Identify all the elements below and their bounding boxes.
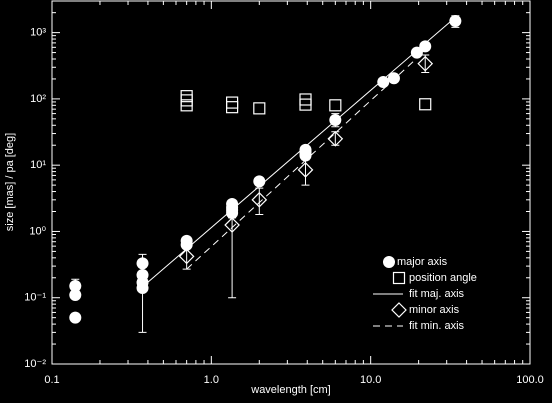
y-tick-label: 10⁻¹: [24, 292, 46, 304]
legend-label: major axis: [397, 256, 448, 268]
plot-frame: [51, 0, 531, 365]
point: [224, 217, 240, 233]
point: [377, 75, 390, 88]
point: [449, 14, 462, 27]
point: [178, 248, 195, 265]
error-bar: [301, 159, 310, 186]
error-bar: [421, 54, 430, 74]
x-tick-label: 1.0: [204, 374, 219, 386]
point: [417, 55, 434, 72]
legend-symbol: [392, 271, 406, 285]
x-tick-label: 0.1: [44, 374, 59, 386]
y-tick-label: 10¹: [30, 159, 46, 171]
legend-label: position angle: [409, 272, 477, 284]
point: [419, 40, 432, 53]
y-tick-label: 10³: [30, 27, 46, 39]
point: [387, 72, 400, 85]
point: [180, 238, 193, 251]
y-tick-label: 10⁰: [29, 225, 46, 237]
y-tick-label: 10²: [30, 93, 46, 105]
point: [69, 311, 82, 324]
y-tick-label: 10⁻²: [24, 358, 46, 370]
y-axis-label: size [mas] / pa [deg]: [4, 133, 16, 231]
point: [136, 282, 149, 295]
point: [136, 257, 149, 270]
legend-symbol: [383, 256, 395, 268]
legend-label: minor axis: [409, 304, 460, 316]
point: [299, 98, 312, 111]
fit-line: [186, 50, 426, 270]
x-axis-label: wavelength [cm]: [250, 384, 330, 396]
legend-label: fit min. axis: [409, 320, 465, 332]
point: [253, 102, 266, 115]
fit-line: [138, 20, 452, 291]
point: [329, 99, 342, 112]
x-tick-label: 10.0: [360, 374, 381, 386]
point: [180, 99, 193, 112]
legend-symbol: [391, 302, 407, 318]
point: [69, 280, 82, 293]
point: [327, 130, 344, 147]
point: [251, 191, 268, 208]
point: [225, 101, 239, 114]
point: [419, 98, 432, 111]
point: [253, 175, 266, 188]
x-tick-label: 100.0: [516, 374, 544, 386]
point: [225, 96, 239, 109]
legend-label: fit maj. axis: [409, 288, 465, 300]
point: [299, 149, 312, 162]
point: [226, 206, 239, 219]
point: [297, 162, 314, 178]
point: [69, 288, 82, 301]
